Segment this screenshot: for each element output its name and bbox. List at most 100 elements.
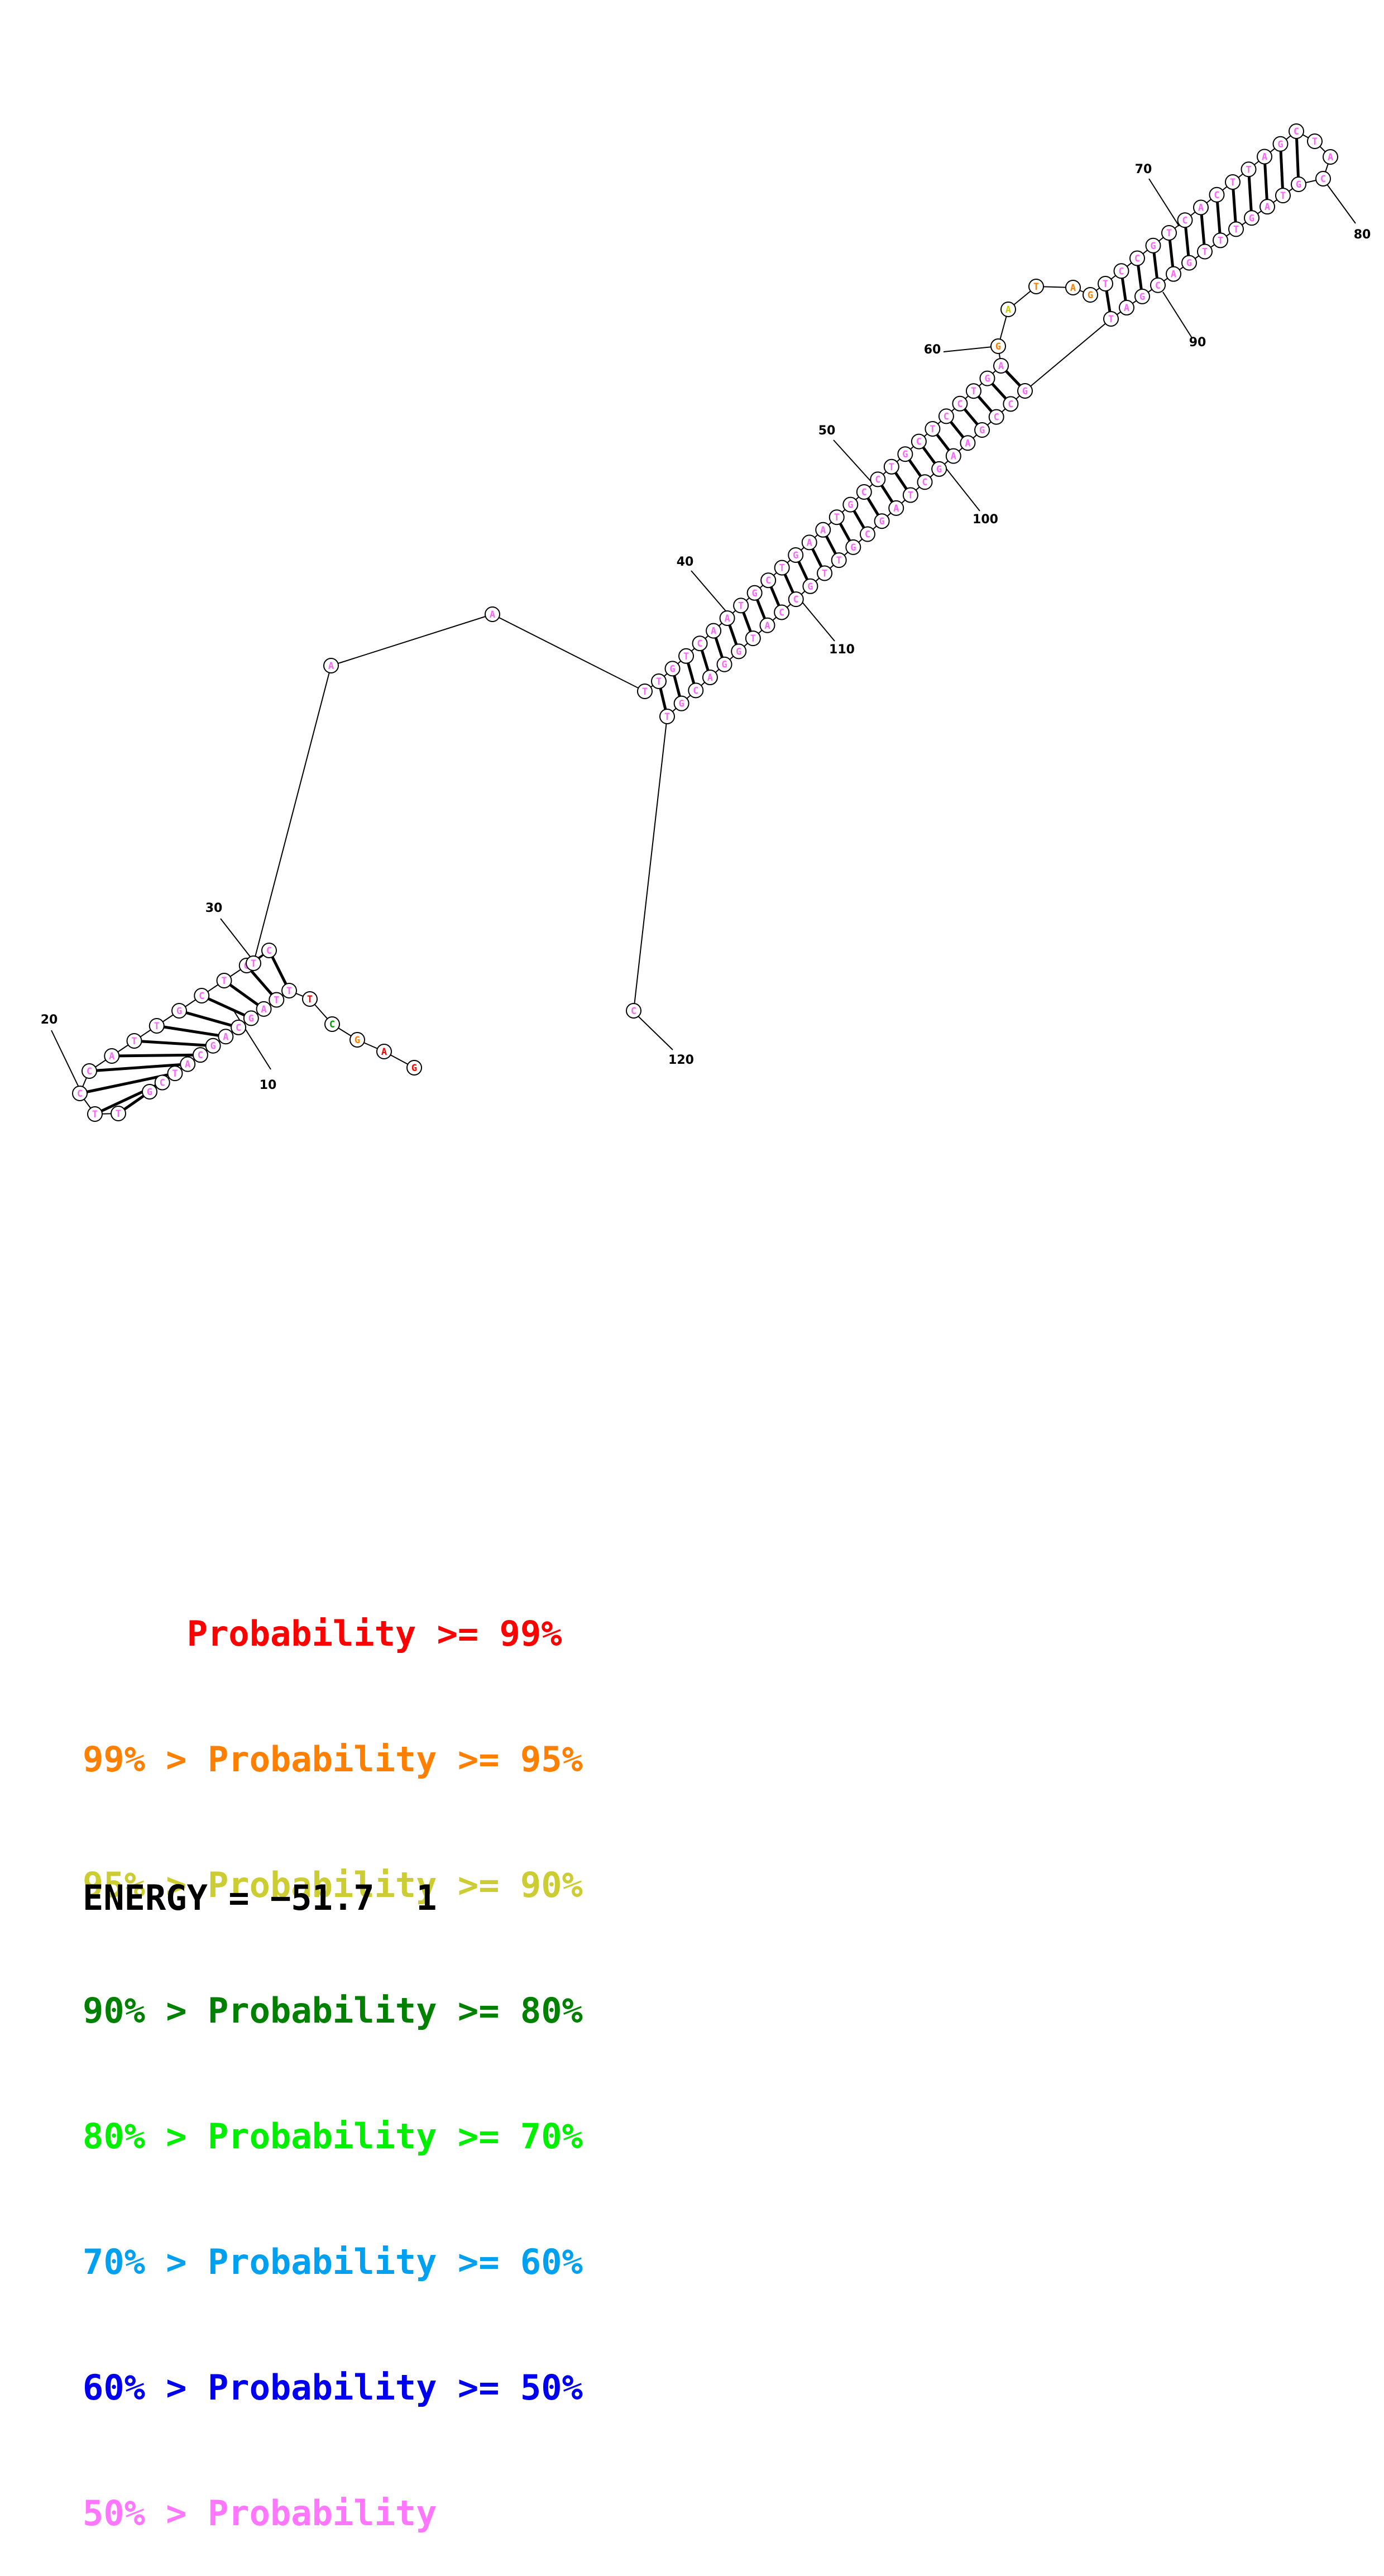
nucleotide-circle <box>801 534 817 551</box>
nucleotide: C <box>760 572 777 589</box>
nucleotide: T <box>1161 225 1177 241</box>
nucleotide-circle <box>883 458 899 475</box>
nucleotide-circle <box>902 487 918 503</box>
nucleotide-circle <box>988 409 1004 425</box>
nucleotide-circle <box>692 635 708 652</box>
nucleotide-letter: C <box>765 575 771 586</box>
nucleotide-circle <box>1129 250 1145 266</box>
nucleotide: A <box>1000 302 1016 317</box>
nucleotide-circle <box>216 973 232 988</box>
nucleotide-letter: T <box>221 976 227 987</box>
nucleotide-circle <box>1083 287 1098 303</box>
tick-line <box>691 570 729 615</box>
nucleotide-letter: A <box>998 361 1004 372</box>
nucleotide-circle <box>1103 311 1119 327</box>
nucleotide: G <box>845 539 861 555</box>
nucleotide-letter: G <box>736 646 741 657</box>
tick-line <box>943 346 999 352</box>
nucleotide-circle <box>167 1065 183 1082</box>
nucleotide-letter: C <box>266 945 272 957</box>
nucleotide-letter: G <box>807 581 813 592</box>
nucleotide: C <box>1113 263 1129 279</box>
nucleotide: G <box>1181 255 1197 271</box>
nucleotide-circle <box>897 446 913 462</box>
nucleotide-circle <box>1257 149 1272 165</box>
nucleotide-circle <box>859 526 875 542</box>
nucleotide-circle <box>856 484 872 500</box>
position-label: 90 <box>1189 336 1206 350</box>
nucleotide: C <box>1150 277 1166 293</box>
nucleotide: G <box>897 446 913 462</box>
nucleotide: G <box>874 513 890 529</box>
nucleotide: T <box>965 383 981 399</box>
nucleotide: A <box>759 617 775 633</box>
nucleotide-letter: G <box>995 341 1001 352</box>
nucleotide-letter: A <box>951 451 956 462</box>
nucleotide-circle <box>205 1038 221 1054</box>
nucleotide: T <box>774 560 790 576</box>
tick-line <box>798 597 835 642</box>
nucleotide: A <box>323 658 339 673</box>
nucleotide-circle <box>349 1032 365 1048</box>
nucleotide-circle <box>831 552 847 568</box>
legend-row: Probability >= 99% <box>83 1613 562 1654</box>
nucleotide-letter: G <box>1150 241 1156 252</box>
nucleotide-letter: A <box>1171 269 1176 280</box>
nucleotide: G <box>1134 288 1150 304</box>
nucleotide-letter: A <box>381 1046 387 1058</box>
nucleotide-letter: G <box>147 1087 152 1098</box>
tick-line <box>51 1030 82 1092</box>
nucleotide: T <box>216 973 232 988</box>
nucleotide-circle <box>376 1044 392 1059</box>
nucleotide: T <box>1275 188 1291 204</box>
nucleotide-circle <box>1228 221 1244 237</box>
legend-row: 60% > Probability >= 50% <box>83 2367 583 2408</box>
nucleotide: C <box>938 408 954 424</box>
position-label: 50 <box>818 424 836 438</box>
nucleotide-circle <box>938 408 954 424</box>
nucleotide-circle <box>960 435 976 451</box>
backbone-segment <box>331 614 493 666</box>
nucleotide: G <box>673 695 689 711</box>
nucleotide-letter: T <box>836 555 842 566</box>
nucleotide: G <box>171 1003 187 1019</box>
nucleotide: C <box>870 471 886 488</box>
nucleotide: C <box>1209 187 1225 203</box>
nucleotide-letter: C <box>199 991 204 1002</box>
base-pair-bond <box>1295 131 1300 185</box>
nucleotide-letter: C <box>861 487 867 498</box>
nucleotide: A <box>1119 299 1134 316</box>
nucleotide: A <box>1166 266 1181 282</box>
nucleotide-letter: G <box>721 659 727 671</box>
nucleotide-circle <box>788 591 804 608</box>
nucleotide-circle <box>1225 174 1241 190</box>
nucleotide-letter: A <box>109 1051 114 1062</box>
position-label: 80 <box>1354 228 1371 242</box>
nucleotide-circle <box>917 474 933 490</box>
nucleotide-circle <box>1150 277 1166 293</box>
nucleotide: C <box>856 484 872 500</box>
nucleotide-letter: G <box>979 425 985 436</box>
nucleotide: T <box>637 684 653 699</box>
nucleotide-letter: T <box>971 386 976 397</box>
nucleotide-letter: T <box>172 1068 178 1079</box>
nucleotide: T <box>167 1065 183 1082</box>
nucleotide: C <box>626 1003 641 1019</box>
position-label: 30 <box>205 901 223 915</box>
nucleotide-letter: A <box>223 1031 228 1043</box>
nucleotide-circle <box>1272 136 1289 152</box>
nucleotide-letter: G <box>936 464 942 475</box>
nucleotide: A <box>888 500 904 516</box>
nucleotide-letter: C <box>87 1066 92 1077</box>
nucleotide-letter: A <box>807 537 812 548</box>
nucleotide: A <box>993 358 1009 374</box>
nucleotide-letter: A <box>328 661 334 672</box>
nucleotide: T <box>111 1106 126 1121</box>
nucleotide-circle <box>1003 396 1019 412</box>
probability-legend: Probability >= 99% 99% > Probability >= … <box>83 1529 583 2576</box>
nucleotide-circle <box>925 421 941 437</box>
nucleotide-circle <box>1197 243 1213 260</box>
nucleotide: A <box>1257 149 1272 165</box>
nucleotide-letter: G <box>355 1035 360 1046</box>
nucleotide-letter: A <box>1005 304 1011 316</box>
